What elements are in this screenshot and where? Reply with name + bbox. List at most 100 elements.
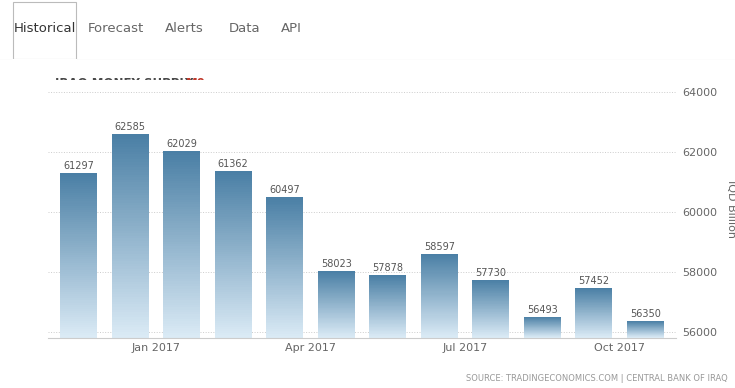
Bar — [215, 275, 252, 277]
Bar — [420, 333, 458, 334]
Bar — [420, 303, 458, 304]
Bar — [215, 302, 252, 304]
Bar — [215, 317, 252, 319]
Bar — [266, 295, 304, 297]
Bar — [369, 335, 406, 336]
Bar — [60, 183, 97, 185]
Bar — [472, 293, 509, 294]
Bar — [266, 221, 304, 223]
Bar — [215, 233, 252, 236]
Bar — [472, 326, 509, 327]
Bar — [576, 309, 612, 310]
Bar — [112, 231, 148, 233]
Bar — [215, 179, 252, 181]
Bar — [215, 279, 252, 281]
Bar — [266, 285, 304, 286]
Bar — [112, 147, 148, 149]
Bar — [163, 296, 200, 298]
Bar — [420, 314, 458, 315]
Bar — [163, 265, 200, 267]
Bar — [472, 292, 509, 293]
Bar — [112, 218, 148, 220]
Bar — [369, 294, 406, 295]
Bar — [420, 307, 458, 308]
Bar — [369, 293, 406, 294]
Bar — [60, 313, 97, 315]
Bar — [420, 317, 458, 318]
Bar — [60, 212, 97, 214]
Bar — [215, 298, 252, 300]
Bar — [266, 272, 304, 274]
Bar — [472, 330, 509, 331]
Bar — [318, 315, 355, 316]
Bar — [420, 302, 458, 303]
Bar — [266, 202, 304, 204]
Bar — [163, 284, 200, 286]
Bar — [215, 323, 252, 325]
Text: 56350: 56350 — [630, 309, 661, 319]
Bar — [576, 324, 612, 325]
Bar — [420, 264, 458, 265]
Bar — [420, 282, 458, 283]
Bar — [420, 310, 458, 311]
Bar — [472, 298, 509, 299]
Bar — [318, 290, 355, 291]
Bar — [576, 337, 612, 338]
Bar — [215, 237, 252, 239]
Bar — [318, 319, 355, 320]
Bar — [420, 281, 458, 282]
Bar — [60, 237, 97, 239]
Bar — [215, 321, 252, 323]
Bar — [318, 292, 355, 293]
Bar — [576, 336, 612, 337]
Bar — [266, 206, 304, 207]
Bar — [472, 325, 509, 326]
Bar — [576, 298, 612, 299]
Bar — [318, 309, 355, 310]
Bar — [576, 331, 612, 332]
Bar — [576, 295, 612, 296]
Bar — [60, 323, 97, 325]
Bar — [215, 258, 252, 260]
Bar — [215, 212, 252, 215]
Bar — [576, 330, 612, 331]
Bar — [215, 204, 252, 206]
Bar — [576, 323, 612, 324]
Bar — [163, 160, 200, 162]
Text: API: API — [281, 23, 301, 35]
Bar — [420, 254, 458, 255]
Bar — [215, 292, 252, 294]
Text: M0: M0 — [186, 76, 206, 90]
Bar — [369, 280, 406, 281]
Bar — [215, 208, 252, 210]
Bar — [60, 216, 97, 218]
Bar — [60, 294, 97, 296]
Bar — [318, 316, 355, 317]
Bar — [163, 204, 200, 207]
Bar — [369, 303, 406, 304]
Bar — [163, 291, 200, 293]
Bar — [112, 167, 148, 170]
Bar — [420, 322, 458, 323]
Bar — [266, 311, 304, 313]
Bar — [318, 294, 355, 295]
Bar — [215, 281, 252, 283]
Bar — [215, 246, 252, 248]
Bar — [420, 267, 458, 268]
Bar — [163, 191, 200, 193]
Bar — [215, 239, 252, 242]
Bar — [266, 318, 304, 320]
Bar — [215, 256, 252, 258]
Bar — [472, 305, 509, 306]
Bar — [60, 245, 97, 247]
Bar — [576, 325, 612, 326]
Bar — [266, 331, 304, 332]
Bar — [266, 256, 304, 258]
Bar — [472, 287, 509, 288]
Bar — [369, 319, 406, 320]
Bar — [163, 170, 200, 172]
Bar — [576, 294, 612, 295]
Bar — [576, 301, 612, 302]
Bar — [420, 296, 458, 297]
Bar — [215, 221, 252, 223]
